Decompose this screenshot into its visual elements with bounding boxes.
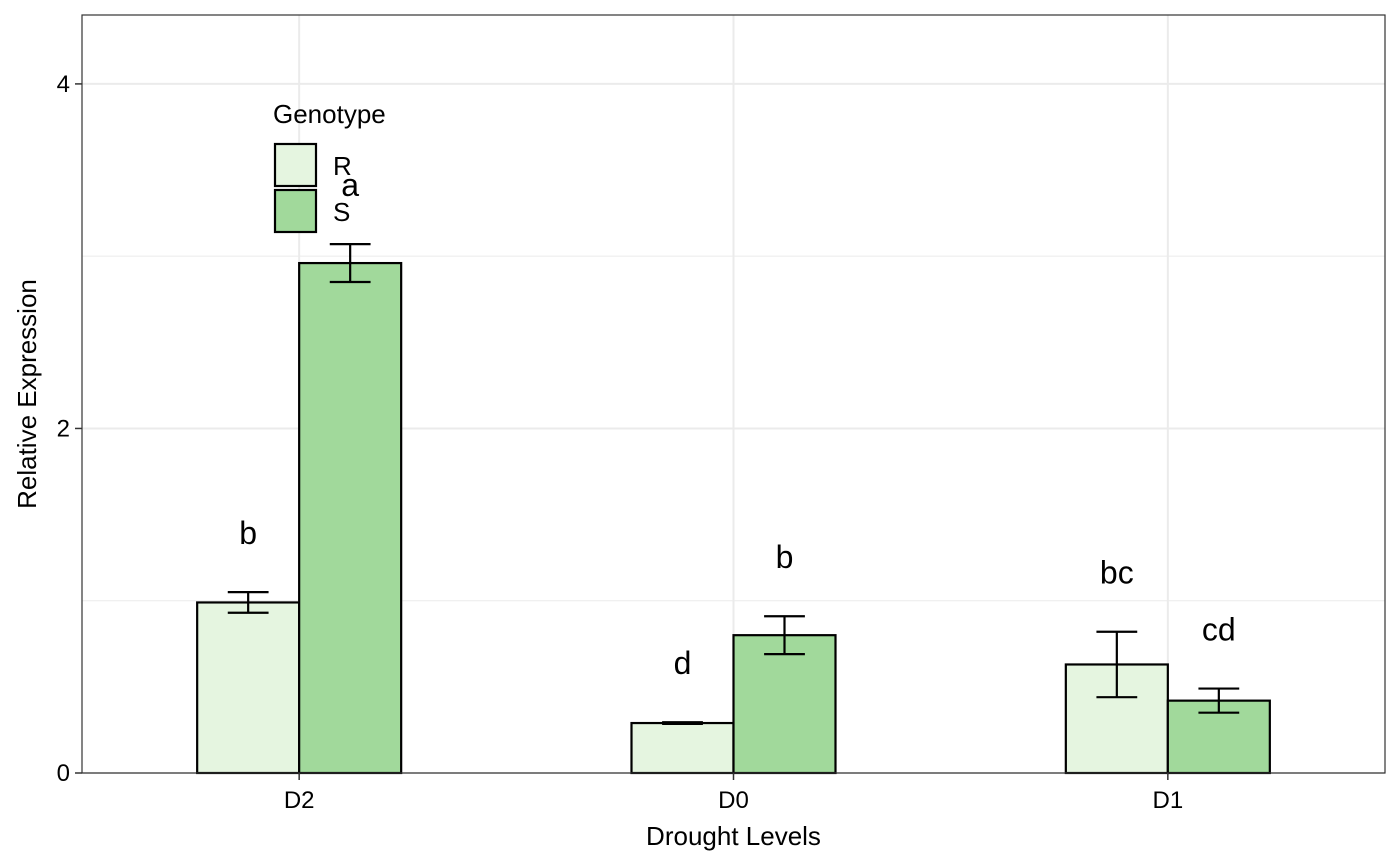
error-bar-d2-r <box>227 591 269 614</box>
significance-label-d1-r: bc <box>1100 555 1134 591</box>
significance-label-d0-r: d <box>674 645 692 681</box>
bar-d2-s <box>298 261 403 775</box>
legend-label-r: R <box>333 151 352 181</box>
error-bar-d0-s <box>764 615 805 656</box>
legend-title: Genotype <box>273 99 386 129</box>
bar-d0-r <box>630 721 735 775</box>
x-axis-title: Drought Levels <box>646 821 821 851</box>
legend-key-r <box>273 142 318 188</box>
error-bar-d1-r <box>1096 630 1138 699</box>
bar-d2-r <box>196 601 301 775</box>
legend: Genotype R S <box>273 99 386 234</box>
error-bar-d1-s <box>1198 687 1240 714</box>
x-tick-label: D1 <box>1152 787 1183 814</box>
significance-label-d1-s: cd <box>1202 612 1236 648</box>
significance-label-d2-s: a <box>341 167 359 203</box>
x-tick-label: D0 <box>718 787 749 814</box>
y-axis-title: Relative Expression <box>12 279 42 509</box>
error-bars <box>227 243 1240 726</box>
significance-label-d0-s: b <box>776 539 794 575</box>
bar-d0-s <box>732 634 837 775</box>
bars <box>196 261 1271 775</box>
significance-labels: b d bc a b cd <box>239 167 1235 681</box>
axes: 0 2 4 D2 D0 D1 <box>57 71 1184 814</box>
error-bar-d0-r <box>662 721 703 726</box>
y-tick-label: 0 <box>57 760 70 787</box>
x-tick-label: D2 <box>284 787 315 814</box>
y-tick-label: 4 <box>57 71 70 98</box>
error-bar-d2-s <box>329 243 371 284</box>
significance-label-d2-r: b <box>239 515 257 551</box>
y-tick-label: 2 <box>57 415 70 442</box>
legend-key-s <box>273 188 318 234</box>
legend-label-s: S <box>333 197 350 227</box>
